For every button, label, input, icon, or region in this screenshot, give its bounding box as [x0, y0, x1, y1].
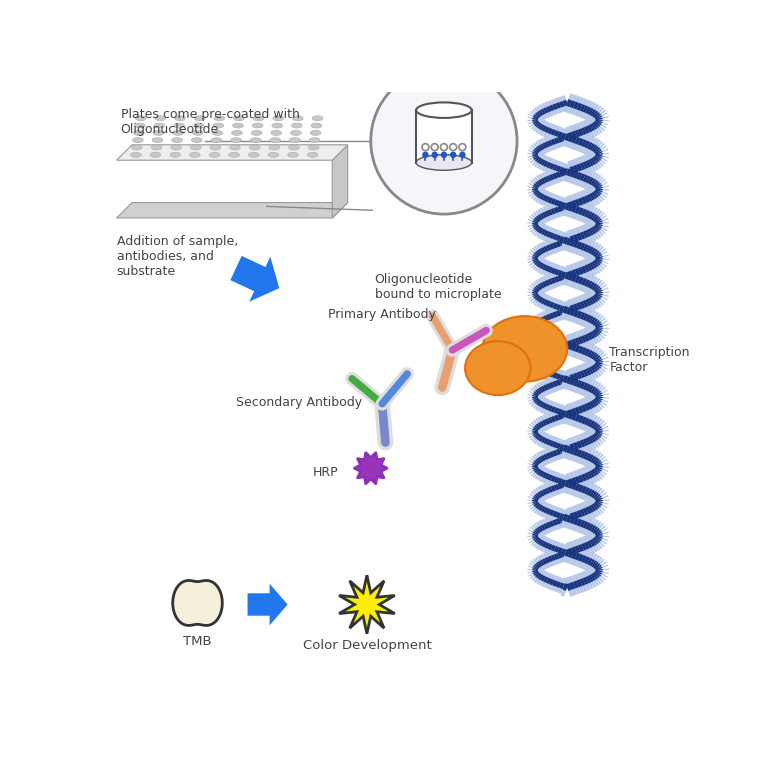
Ellipse shape	[152, 138, 163, 143]
Circle shape	[440, 144, 448, 151]
Ellipse shape	[228, 152, 239, 157]
Circle shape	[432, 151, 438, 158]
Ellipse shape	[231, 131, 242, 135]
Ellipse shape	[189, 152, 200, 157]
Ellipse shape	[309, 138, 320, 143]
Circle shape	[459, 151, 465, 158]
Ellipse shape	[193, 123, 204, 128]
Ellipse shape	[134, 123, 145, 128]
Ellipse shape	[268, 152, 279, 157]
Text: HRP: HRP	[313, 465, 338, 478]
Ellipse shape	[230, 145, 241, 150]
Ellipse shape	[252, 123, 263, 128]
Ellipse shape	[416, 155, 471, 170]
Text: Secondary Antibody: Secondary Antibody	[236, 397, 362, 410]
Ellipse shape	[209, 152, 220, 157]
Ellipse shape	[214, 115, 225, 121]
Ellipse shape	[293, 115, 303, 121]
Ellipse shape	[190, 145, 201, 150]
Ellipse shape	[173, 123, 184, 128]
Ellipse shape	[153, 131, 163, 135]
Ellipse shape	[308, 145, 319, 150]
Ellipse shape	[211, 138, 222, 143]
Ellipse shape	[465, 342, 530, 395]
Ellipse shape	[171, 145, 182, 150]
Ellipse shape	[154, 123, 165, 128]
Ellipse shape	[234, 115, 244, 121]
Text: Addition of sample,
antibodies, and
substrate: Addition of sample, antibodies, and subs…	[117, 235, 238, 278]
Polygon shape	[416, 110, 471, 163]
Ellipse shape	[151, 145, 162, 150]
Text: TMB: TMB	[183, 635, 212, 648]
Ellipse shape	[249, 145, 260, 150]
Text: Color Development: Color Development	[303, 639, 432, 652]
Circle shape	[422, 151, 429, 158]
Polygon shape	[117, 145, 348, 160]
Ellipse shape	[290, 131, 301, 135]
Text: Primary Antibody: Primary Antibody	[329, 308, 436, 321]
Circle shape	[450, 144, 457, 151]
Circle shape	[431, 144, 438, 151]
Polygon shape	[354, 452, 387, 484]
Polygon shape	[332, 145, 348, 218]
Circle shape	[371, 68, 517, 214]
Ellipse shape	[134, 131, 144, 135]
Ellipse shape	[135, 115, 146, 121]
Circle shape	[450, 151, 456, 158]
Ellipse shape	[269, 145, 280, 150]
Circle shape	[441, 151, 447, 158]
Ellipse shape	[191, 138, 202, 143]
Circle shape	[422, 144, 429, 151]
Polygon shape	[173, 581, 222, 626]
Polygon shape	[248, 584, 287, 625]
Ellipse shape	[416, 102, 471, 118]
Ellipse shape	[251, 138, 261, 143]
Ellipse shape	[312, 115, 323, 121]
Ellipse shape	[253, 115, 264, 121]
Text: Oligonucleotide
bound to microplate: Oligonucleotide bound to microplate	[374, 274, 501, 301]
Ellipse shape	[271, 131, 282, 135]
Ellipse shape	[231, 138, 241, 143]
Ellipse shape	[131, 152, 141, 157]
Ellipse shape	[290, 138, 300, 143]
Ellipse shape	[232, 123, 244, 128]
Text: Plates come pre-coated with
Oligonucleotide: Plates come pre-coated with Oligonucleot…	[121, 108, 299, 136]
Ellipse shape	[173, 131, 183, 135]
Text: Transcription
Factor: Transcription Factor	[610, 346, 690, 374]
Ellipse shape	[292, 123, 303, 128]
Ellipse shape	[482, 316, 567, 381]
Polygon shape	[339, 575, 395, 634]
Ellipse shape	[273, 115, 283, 121]
Ellipse shape	[155, 115, 166, 121]
Ellipse shape	[193, 131, 203, 135]
Ellipse shape	[213, 123, 224, 128]
Ellipse shape	[287, 152, 299, 157]
Ellipse shape	[272, 123, 283, 128]
Ellipse shape	[151, 152, 161, 157]
Ellipse shape	[212, 131, 223, 135]
Polygon shape	[117, 202, 348, 218]
Ellipse shape	[311, 123, 322, 128]
Ellipse shape	[172, 138, 183, 143]
Ellipse shape	[248, 152, 259, 157]
Ellipse shape	[175, 115, 186, 121]
Ellipse shape	[210, 145, 221, 150]
Ellipse shape	[251, 131, 262, 135]
Ellipse shape	[270, 138, 280, 143]
Circle shape	[459, 144, 466, 151]
Ellipse shape	[194, 115, 205, 121]
Ellipse shape	[307, 152, 318, 157]
Ellipse shape	[131, 145, 142, 150]
Ellipse shape	[132, 138, 144, 143]
Ellipse shape	[170, 152, 180, 157]
Ellipse shape	[310, 131, 321, 135]
Polygon shape	[231, 256, 280, 302]
Ellipse shape	[289, 145, 299, 150]
